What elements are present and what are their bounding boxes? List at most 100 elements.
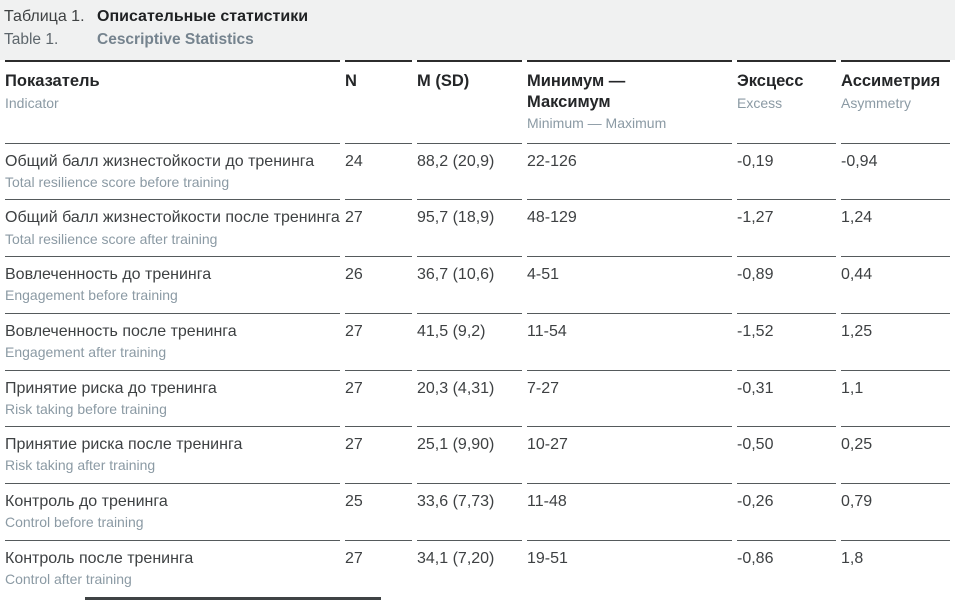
min-max-value: 7-27: [527, 379, 560, 397]
min-max-cell: 11-48: [527, 482, 732, 540]
n-cell: 25: [345, 482, 412, 540]
n-value: 27: [345, 379, 363, 397]
n-value: 27: [345, 322, 363, 340]
indicator-cell: Контроль после тренинга Control after tr…: [5, 539, 340, 597]
indicator-en: Risk taking before training: [5, 400, 167, 417]
indicator-cell: Общий балл жизнестойкости после тренинга…: [5, 199, 340, 256]
col-header-indicator-ru: Показатель: [5, 72, 100, 90]
table-row: Вовлеченность до тренинга Engagement bef…: [5, 256, 950, 313]
indicator-ru: Принятие риска после тренинга: [5, 436, 243, 454]
table-caption: Таблица 1. Описательные статистики Table …: [0, 0, 955, 60]
caption-line-en: Table 1. Cescriptive Statistics: [4, 30, 947, 49]
indicator-en: Control before training: [5, 514, 144, 531]
asymmetry-cell: 0,25: [841, 426, 950, 483]
col-header-asymmetry-ru: Ассиметрия: [841, 72, 941, 90]
n-cell: 26: [345, 256, 412, 313]
asymmetry-value: 1,8: [841, 549, 864, 567]
m-sd-value: 88,2 (20,9): [417, 152, 495, 170]
indicator-ru: Общий балл жизнестойкости до тренинга: [5, 152, 315, 170]
m-sd-value: 34,1 (7,20): [417, 549, 495, 567]
min-max-value: 4-51: [527, 266, 560, 284]
m-sd-cell: 34,1 (7,20): [417, 539, 522, 597]
excess-cell: -1,27: [737, 199, 836, 256]
n-value: 27: [345, 436, 363, 454]
indicator-cell: Принятие риска после тренинга Risk takin…: [5, 426, 340, 483]
m-sd-cell: 20,3 (4,31): [417, 369, 522, 427]
excess-cell: -1,52: [737, 312, 836, 370]
col-header-n: N: [345, 60, 412, 143]
n-value: 26: [345, 266, 363, 284]
indicator-cell: Контроль до тренинга Control before trai…: [5, 482, 340, 540]
excess-cell: -0,26: [737, 482, 836, 540]
asymmetry-cell: 1,25: [841, 312, 950, 370]
n-cell: 27: [345, 369, 412, 427]
min-max-cell: 11-54: [527, 312, 732, 370]
indicator-cell: Общий балл жизнестойкости до тренинга To…: [5, 142, 340, 200]
n-value: 27: [345, 549, 363, 567]
asymmetry-value: 1,25: [841, 322, 873, 340]
excess-value: -1,52: [737, 322, 774, 340]
indicator-cell: Принятие риска до тренинга Risk taking b…: [5, 369, 340, 427]
n-cell: 27: [345, 199, 412, 256]
excess-value: -0,50: [737, 436, 774, 454]
col-header-m-sd: M (SD): [417, 60, 522, 143]
col-header-min-max-en: Minimum — Maximum: [527, 115, 667, 132]
table-row: Принятие риска после тренинга Risk takin…: [5, 426, 950, 483]
m-sd-cell: 41,5 (9,2): [417, 312, 522, 370]
col-header-indicator-en: Indicator: [5, 94, 59, 111]
table-row: Принятие риска до тренинга Risk taking b…: [5, 369, 950, 427]
indicator-en: Total resilience score after training: [5, 230, 218, 247]
m-sd-cell: 25,1 (9,90): [417, 426, 522, 483]
n-value: 25: [345, 492, 363, 510]
excess-cell: -0,19: [737, 142, 836, 200]
excess-cell: -0,50: [737, 426, 836, 483]
excess-value: -0,26: [737, 492, 774, 510]
asymmetry-cell: -0,94: [841, 142, 950, 200]
descriptive-statistics-table: Показатель Indicator N M (SD) Минимум — …: [0, 60, 955, 596]
table-row: Контроль до тренинга Control before trai…: [5, 482, 950, 540]
m-sd-value: 25,1 (9,90): [417, 436, 495, 454]
asymmetry-cell: 1,1: [841, 369, 950, 427]
n-value: 24: [345, 152, 363, 170]
min-max-cell: 19-51: [527, 539, 732, 597]
asymmetry-value: 0,25: [841, 436, 873, 454]
table-row: Общий балл жизнестойкости после тренинга…: [5, 199, 950, 256]
col-header-asymmetry: Ассиметрия Asymmetry: [841, 60, 950, 143]
excess-value: -1,27: [737, 209, 774, 227]
excess-cell: -0,86: [737, 539, 836, 597]
bottom-partial-border: [85, 597, 381, 600]
caption-ru-title: Описательные статистики: [97, 8, 309, 25]
asymmetry-cell: 0,79: [841, 482, 950, 540]
caption-line-ru: Таблица 1. Описательные статистики: [4, 7, 947, 27]
excess-cell: -0,31: [737, 369, 836, 427]
asymmetry-value: -0,94: [841, 152, 878, 170]
indicator-cell: Вовлеченность до тренинга Engagement bef…: [5, 256, 340, 313]
col-header-indicator: Показатель Indicator: [5, 60, 340, 143]
m-sd-cell: 33,6 (7,73): [417, 482, 522, 540]
min-max-value: 22-126: [527, 152, 577, 170]
min-max-value: 19-51: [527, 549, 568, 567]
m-sd-cell: 36,7 (10,6): [417, 256, 522, 313]
min-max-cell: 48-129: [527, 199, 732, 256]
indicator-ru: Контроль до тренинга: [5, 492, 168, 510]
m-sd-cell: 95,7 (18,9): [417, 199, 522, 256]
indicator-en: Engagement after training: [5, 344, 167, 360]
m-sd-cell: 88,2 (20,9): [417, 142, 522, 200]
col-header-excess-en: Excess: [737, 94, 783, 111]
excess-value: -0,19: [737, 152, 774, 170]
asymmetry-cell: 1,8: [841, 539, 950, 597]
indicator-ru: Общий балл жизнестойкости после тренинга: [5, 209, 340, 227]
excess-value: -0,86: [737, 549, 774, 567]
col-header-asymmetry-en: Asymmetry: [841, 94, 911, 111]
min-max-cell: 7-27: [527, 369, 732, 427]
min-max-cell: 22-126: [527, 142, 732, 200]
col-header-excess: Эксцесс Excess: [737, 60, 836, 143]
indicator-en: Control after training: [5, 570, 132, 587]
n-cell: 27: [345, 426, 412, 483]
indicator-cell: Вовлеченность после тренинга Engagement …: [5, 312, 340, 370]
asymmetry-value: 1,1: [841, 379, 864, 397]
table-row: Вовлеченность после тренинга Engagement …: [5, 312, 950, 370]
caption-ru-prefix: Таблица 1.: [4, 8, 85, 25]
table-row: Общий балл жизнестойкости до тренинга To…: [5, 142, 950, 200]
